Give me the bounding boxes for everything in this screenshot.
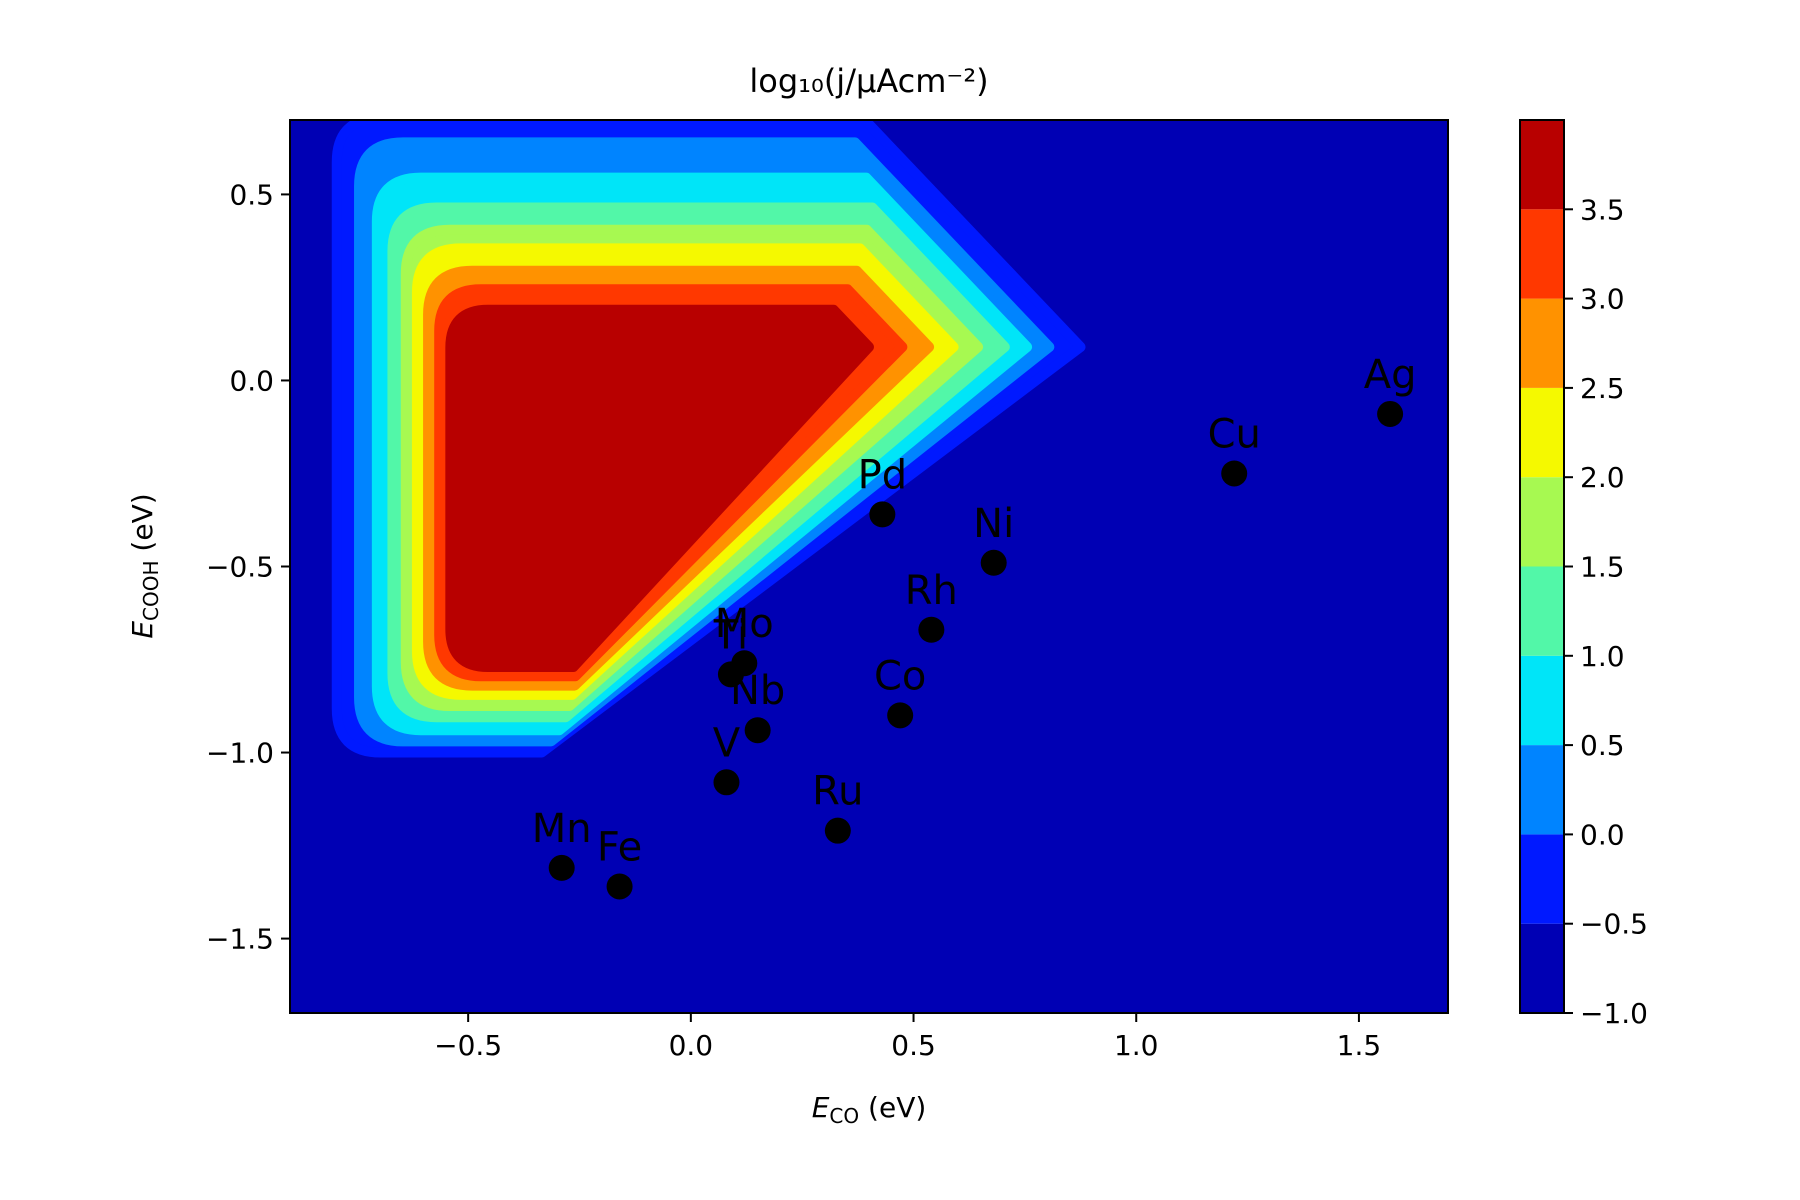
y-axis-label: ECOOH (eV) bbox=[126, 493, 163, 638]
point-label-co: Co bbox=[874, 653, 926, 699]
y-tick-label: 0.0 bbox=[229, 364, 274, 397]
point-ni bbox=[980, 549, 1007, 576]
point-label-rh: Rh bbox=[905, 568, 958, 614]
y-tick-label: −1.0 bbox=[206, 737, 274, 770]
colorbar-tick-label: 2.0 bbox=[1580, 461, 1625, 494]
y-axis-ticks: 0.5 0.0 −0.5 −1.0 −1.5 bbox=[206, 178, 290, 956]
point-label-ti: Ti bbox=[713, 612, 748, 658]
x-axis-label-unit: (eV) bbox=[859, 1091, 926, 1124]
y-tick-label: −0.5 bbox=[206, 551, 274, 584]
point-label-ag: Ag bbox=[1364, 352, 1417, 398]
point-label-v: V bbox=[713, 720, 741, 766]
colorbar-tick-label: −1.0 bbox=[1580, 997, 1648, 1030]
colorbar-tick-label: 1.5 bbox=[1580, 551, 1625, 584]
point-ti bbox=[717, 661, 744, 688]
colorbar-tick-label: 3.0 bbox=[1580, 283, 1625, 316]
colorbar-band-5 bbox=[1520, 566, 1564, 656]
x-tick-label: 0.0 bbox=[669, 1029, 714, 1062]
point-label-pd: Pd bbox=[858, 452, 908, 498]
contour-fill bbox=[331, 120, 1086, 758]
y-axis-label-sub: COOH bbox=[139, 560, 163, 621]
y-tick-label: −1.5 bbox=[206, 923, 274, 956]
x-tick-label: 1.5 bbox=[1337, 1029, 1382, 1062]
x-tick-label: 1.0 bbox=[1114, 1029, 1159, 1062]
point-v bbox=[713, 769, 740, 796]
x-axis-label: ECO (eV) bbox=[812, 1091, 927, 1128]
point-label-cu: Cu bbox=[1208, 411, 1261, 457]
point-label-mn: Mn bbox=[532, 806, 592, 852]
point-co bbox=[887, 702, 914, 729]
colorbar-band-2 bbox=[1520, 834, 1564, 924]
point-label-mo: Mo bbox=[715, 601, 774, 647]
point-label-fe: Fe bbox=[597, 824, 642, 870]
colorbar-band-8 bbox=[1520, 298, 1564, 388]
point-label-ni: Ni bbox=[973, 501, 1014, 547]
x-axis-label-sub: CO bbox=[829, 1104, 859, 1128]
colorbar-band-4 bbox=[1520, 655, 1564, 746]
point-rh bbox=[918, 616, 945, 643]
colorbar-band-6 bbox=[1520, 477, 1564, 567]
y-tick-label: 0.5 bbox=[229, 178, 274, 211]
colorbar-band-10 bbox=[1520, 120, 1564, 210]
contour-band-9 bbox=[445, 304, 874, 672]
y-axis-label-main: E bbox=[126, 621, 159, 639]
chart-title: log₁₀(j/μAcm⁻²) bbox=[749, 62, 988, 100]
point-mn bbox=[548, 854, 575, 881]
point-ag bbox=[1377, 400, 1404, 427]
colorbar-band-1 bbox=[1520, 923, 1564, 1013]
colorbar-tick-label: 3.5 bbox=[1580, 193, 1625, 226]
colorbar-tick-label: 0.5 bbox=[1580, 729, 1625, 762]
x-axis-ticks: −0.5 0.0 0.5 1.0 1.5 bbox=[434, 1013, 1381, 1062]
colorbar-band-3 bbox=[1520, 745, 1564, 835]
point-pd bbox=[869, 501, 896, 528]
plot-area bbox=[290, 120, 1448, 1013]
colorbar-tick-label: −0.5 bbox=[1580, 908, 1648, 941]
point-ru bbox=[824, 817, 851, 844]
point-fe bbox=[606, 873, 633, 900]
colorbar-tick-label: 1.0 bbox=[1580, 640, 1625, 673]
point-label-ru: Ru bbox=[812, 769, 863, 815]
colorbar-tick-label: 2.5 bbox=[1580, 372, 1625, 405]
point-cu bbox=[1221, 460, 1248, 487]
y-axis-label-unit: (eV) bbox=[126, 493, 159, 560]
x-tick-label: 0.5 bbox=[891, 1029, 936, 1062]
x-axis-label-main: E bbox=[812, 1091, 830, 1124]
colorbar: −1.0 −0.5 0.0 0.5 1.0 1.5 2.0 2.5 3.0 3.5 bbox=[1519, 119, 1648, 1030]
colorbar-tick-label: 0.0 bbox=[1580, 818, 1625, 851]
colorbar-band-7 bbox=[1520, 387, 1564, 478]
point-label-nb: Nb bbox=[730, 668, 785, 714]
colorbar-band-9 bbox=[1520, 209, 1564, 299]
point-nb bbox=[744, 717, 771, 744]
x-tick-label: −0.5 bbox=[434, 1029, 502, 1062]
